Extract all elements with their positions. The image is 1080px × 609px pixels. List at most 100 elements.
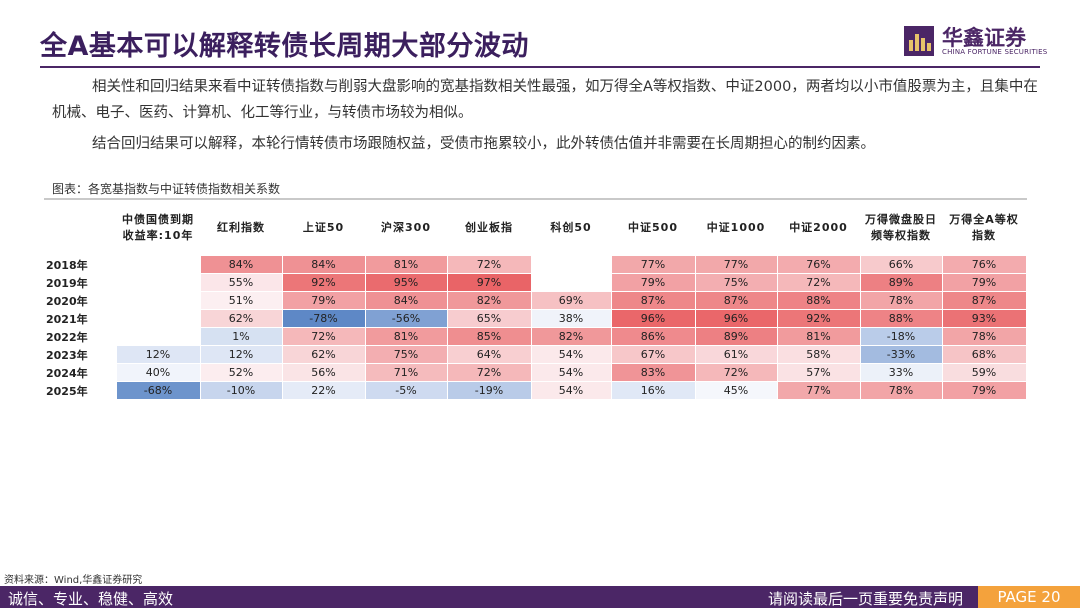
row-year-label: 2018年 bbox=[44, 256, 117, 274]
column-header: 上证50 bbox=[282, 199, 366, 256]
table-cell: 92% bbox=[777, 309, 861, 328]
page-title: 全A基本可以解释转债长周期大部分波动 bbox=[40, 31, 529, 62]
table-cell: 12% bbox=[200, 345, 283, 364]
table-cell: 96% bbox=[695, 309, 778, 328]
correlation-table: 中债国债到期收益率:10年 红利指数 上证50 沪深300 创业板指 科创50 … bbox=[44, 198, 1027, 400]
table-cell: 78% bbox=[860, 381, 943, 400]
table-cell bbox=[116, 327, 201, 346]
table-cell: 72% bbox=[447, 256, 532, 274]
table-cell: 62% bbox=[282, 345, 366, 364]
table-cell: 78% bbox=[942, 327, 1027, 346]
row-year-label: 2024年 bbox=[44, 363, 117, 382]
table-cell: 77% bbox=[611, 256, 696, 274]
table-cell: 52% bbox=[200, 363, 283, 382]
table-row: 2024年 40% 52% 56% 71% 72% 54% 83% 72% 57% 33% 59% bbox=[44, 363, 1027, 382]
table-row: 2019年 55% 92% 95% 97% 79% 75% 72% 89% 79% bbox=[44, 273, 1027, 292]
column-header: 中债国债到期收益率:10年 bbox=[116, 199, 201, 256]
body-paragraph-1: 相关性和回归结果来看中证转债指数与削弱大盘影响的宽基指数相关性最强，如万得全A等… bbox=[52, 79, 1038, 121]
column-header: 中证500 bbox=[611, 199, 696, 256]
header-divider bbox=[40, 66, 1040, 68]
table-cell: 64% bbox=[447, 345, 532, 364]
table-cell: 78% bbox=[860, 291, 943, 310]
table-cell: 83% bbox=[611, 363, 696, 382]
table-row: 2023年 12% 12% 62% 75% 64% 54% 67% 61% 58% -33% 68% bbox=[44, 345, 1027, 364]
table-cell: -18% bbox=[860, 327, 943, 346]
table-cell: 84% bbox=[365, 291, 448, 310]
table-cell: 88% bbox=[860, 309, 943, 328]
table-row: 2018年 84% 84% 81% 72% 77% 77% 76% 66% 76% bbox=[44, 256, 1027, 274]
table-cell: 79% bbox=[942, 273, 1027, 292]
table-cell: 54% bbox=[531, 345, 612, 364]
row-year-label: 2025年 bbox=[44, 381, 117, 400]
table-cell: 92% bbox=[282, 273, 366, 292]
table-cell: 33% bbox=[860, 363, 943, 382]
table-cell: 72% bbox=[447, 363, 532, 382]
table-cell: 54% bbox=[531, 363, 612, 382]
table-cell: 61% bbox=[695, 345, 778, 364]
table-cell: -56% bbox=[365, 309, 448, 328]
logo-mark-icon bbox=[904, 26, 934, 56]
table-cell: 87% bbox=[611, 291, 696, 310]
body-paragraph-2: 结合回归结果可以解释，本轮行情转债市场跟随权益，受债市拖累较小，此外转债估值并非… bbox=[92, 136, 875, 152]
table-cell: 76% bbox=[777, 256, 861, 274]
table-cell: 55% bbox=[200, 273, 283, 292]
table-cell bbox=[116, 291, 201, 310]
table-cell: -19% bbox=[447, 381, 532, 400]
table-cell: 72% bbox=[777, 273, 861, 292]
company-logo: 华鑫证券 CHINA FORTUNE SECURITIES bbox=[904, 22, 1048, 62]
table-cell: 79% bbox=[942, 381, 1027, 400]
table-cell: 86% bbox=[611, 327, 696, 346]
table-cell: 66% bbox=[860, 256, 943, 274]
logo-name-en: CHINA FORTUNE SECURITIES bbox=[942, 48, 1048, 56]
table-cell: 45% bbox=[695, 381, 778, 400]
table-cell: 87% bbox=[695, 291, 778, 310]
table-cell: -78% bbox=[282, 309, 366, 328]
page-number: PAGE 20 bbox=[978, 586, 1080, 608]
column-header: 万得微盘股日频等权指数 bbox=[860, 199, 943, 256]
table-cell: 62% bbox=[200, 309, 283, 328]
table-cell: 79% bbox=[611, 273, 696, 292]
column-header: 科创50 bbox=[531, 199, 612, 256]
table-cell: 16% bbox=[611, 381, 696, 400]
table-cell: 59% bbox=[942, 363, 1027, 382]
table-cell: 84% bbox=[282, 256, 366, 274]
table-cell: 79% bbox=[282, 291, 366, 310]
column-header: 红利指数 bbox=[200, 199, 283, 256]
table-cell: 56% bbox=[282, 363, 366, 382]
table-cell: 77% bbox=[777, 381, 861, 400]
footer-bar bbox=[0, 586, 1080, 608]
table-cell: 38% bbox=[531, 309, 612, 328]
row-year-label: 2023年 bbox=[44, 345, 117, 364]
table-cell: 68% bbox=[942, 345, 1027, 364]
column-header: 沪深300 bbox=[365, 199, 448, 256]
table-cell: 82% bbox=[447, 291, 532, 310]
table-cell: 67% bbox=[611, 345, 696, 364]
table-cell: 93% bbox=[942, 309, 1027, 328]
table-row: 2021年 62% -78% -56% 65% 38% 96% 96% 92% 88% 93% bbox=[44, 309, 1027, 328]
footer-slogan: 诚信、专业、稳健、高效 bbox=[8, 590, 174, 608]
row-year-label: 2021年 bbox=[44, 309, 117, 328]
table-cell: 69% bbox=[531, 291, 612, 310]
column-header: 中证2000 bbox=[777, 199, 861, 256]
table-cell: 96% bbox=[611, 309, 696, 328]
table-cell: 51% bbox=[200, 291, 283, 310]
table-cell: -33% bbox=[860, 345, 943, 364]
logo-name-cn: 华鑫证券 bbox=[942, 26, 1026, 50]
table-cell: 81% bbox=[365, 256, 448, 274]
table-cell: 97% bbox=[447, 273, 532, 292]
table-cell: 40% bbox=[116, 363, 201, 382]
table-cell: 76% bbox=[942, 256, 1027, 274]
table-cell bbox=[531, 256, 612, 274]
table-cell: 22% bbox=[282, 381, 366, 400]
table-cell: 75% bbox=[365, 345, 448, 364]
table-cell: 75% bbox=[695, 273, 778, 292]
table-cell: 87% bbox=[942, 291, 1027, 310]
table-cell: 89% bbox=[695, 327, 778, 346]
table-cell: 88% bbox=[777, 291, 861, 310]
row-year-label: 2019年 bbox=[44, 273, 117, 292]
table-cell bbox=[116, 273, 201, 292]
table-cell: 58% bbox=[777, 345, 861, 364]
table-cell: 81% bbox=[365, 327, 448, 346]
column-header: 创业板指 bbox=[447, 199, 532, 256]
table-header-row: 中债国债到期收益率:10年 红利指数 上证50 沪深300 创业板指 科创50 … bbox=[44, 199, 1027, 256]
